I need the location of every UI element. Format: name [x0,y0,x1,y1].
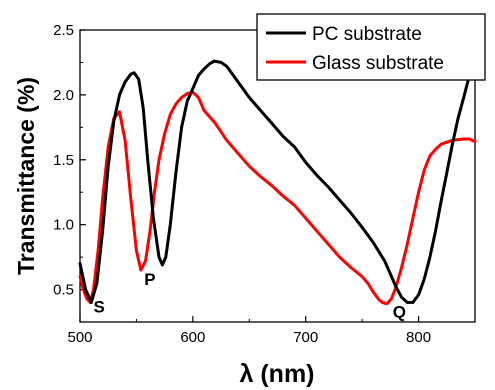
y-tick-label: 1.0 [53,217,74,234]
legend-box [256,13,486,81]
series-layer [78,54,477,306]
y-tick-label: 0.5 [53,282,74,299]
x-tick-label: 500 [67,329,92,346]
legend-label-pc: PC substrate [312,24,422,45]
annotation-label: S [94,297,105,316]
x-tick-label: 700 [293,329,318,346]
x-tick-label: 600 [180,329,205,346]
y-axis-title: Transmittance (%) [13,77,39,275]
legend-label-glass: Glass substrate [312,53,444,74]
annotations: S P Q [94,270,406,321]
y-tick-label: 2.5 [53,22,74,39]
x-axis-title: λ (nm) [240,360,315,388]
x-tick-label: 800 [406,329,431,346]
y-tick-label: 2.0 [53,87,74,104]
y-tick-label: 1.5 [53,152,74,169]
legend: PC substrate Glass substrate [256,13,486,81]
annotation-label: Q [393,303,406,322]
tick-marks [79,29,420,322]
series-line-pc-substrate [78,54,477,304]
tick-labels: 500 600 700 800 0.5 1.0 1.5 2.0 2.5 [53,22,431,346]
annotation-label: P [144,270,155,289]
series-line-glass-substrate [78,90,477,306]
